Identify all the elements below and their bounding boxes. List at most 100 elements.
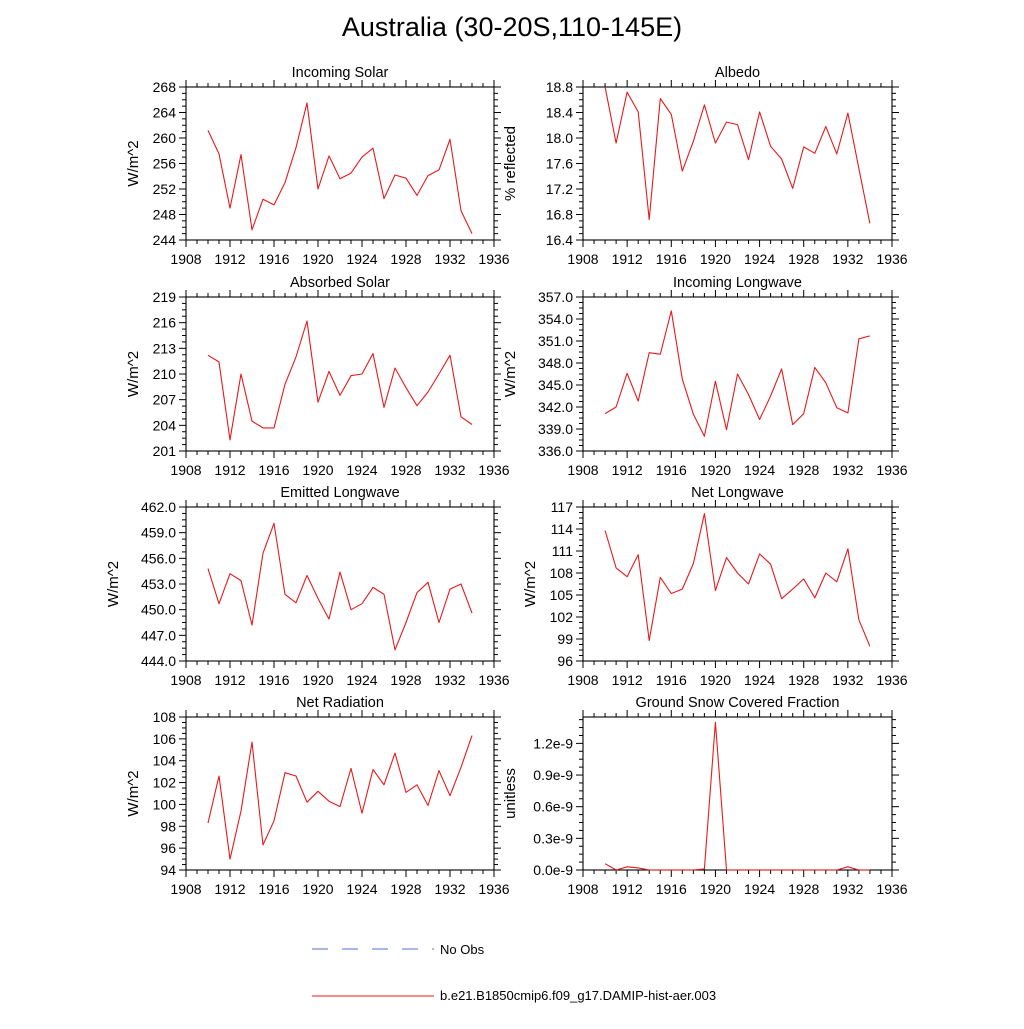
legend-model-label: b.e21.B1850cmip6.f09_g17.DAMIP-hist-aer.…	[440, 988, 716, 1003]
panel-3-y-tick-label: 216	[153, 315, 177, 331]
panel-3-x-tick-label: 1936	[478, 462, 509, 478]
panel-4-series-line	[604, 310, 871, 437]
panel-8-series-line	[604, 721, 870, 871]
panel-1-x-tick-label: 1912	[214, 251, 245, 267]
panel-3-x-tick-label: 1912	[214, 462, 245, 478]
panel-4-y-tick-label: 345.0	[538, 377, 573, 393]
panel-8-y-tick-label: 1.2e-9	[533, 735, 573, 751]
panel-3-x-tick-label: 1916	[258, 462, 289, 478]
panel-5-x-tick-label: 1936	[478, 672, 509, 688]
panel-6-x-tick-label: 1924	[744, 672, 775, 688]
panel-4-x-tick-label: 1912	[612, 462, 643, 478]
panel-2-x-tick-label: 1932	[832, 251, 863, 267]
panel-6-frame	[582, 506, 893, 662]
panel-4-ylabel: W/m^2	[502, 351, 519, 397]
panel-8-title: Ground Snow Covered Fraction	[636, 695, 840, 711]
panel-2-x-tick-label: 1920	[700, 251, 731, 267]
panel-5-x-tick-label: 1916	[258, 672, 289, 688]
panel-5-x-tick-label: 1920	[302, 672, 333, 688]
panel-5-x-tick-label: 1912	[214, 672, 245, 688]
panel-5-x-tick-label: 1908	[170, 672, 201, 688]
panel-1-y-tick-label: 248	[153, 207, 177, 223]
panel-6-y-tick-label: 102	[550, 609, 574, 625]
panel-6-x-tick-label: 1908	[567, 672, 598, 688]
panel-2-y-tick-label: 17.6	[546, 156, 573, 172]
panel-3-y-tick-label: 210	[153, 366, 177, 382]
panel-4-title: Incoming Longwave	[673, 275, 802, 291]
panel-8-x-tick-label: 1908	[567, 881, 598, 897]
panel-1-y-tick-label: 260	[153, 130, 177, 146]
panel-8-frame	[582, 716, 893, 871]
panel-1-x-tick-label: 1936	[478, 251, 509, 267]
panel-5-y-tick-label: 459.0	[141, 525, 176, 541]
panel-7-x-tick-label: 1912	[214, 881, 245, 897]
panel-7-x-tick-label: 1916	[258, 881, 289, 897]
panel-5-x-tick-label: 1932	[434, 672, 465, 688]
panel-8-x-tick-label: 1912	[612, 881, 643, 897]
panel-1-x-tick-label: 1920	[302, 251, 333, 267]
panel-2-y-tick-label: 16.4	[546, 232, 573, 248]
panel-5-series-line	[207, 522, 473, 651]
legend-obs-label: No Obs	[440, 942, 485, 957]
panel-1-x-tick-label: 1916	[258, 251, 289, 267]
panel-1-y-tick-label: 252	[153, 181, 177, 197]
panel-1-x-tick-label: 1908	[170, 251, 201, 267]
panel-5-y-tick-label: 447.0	[141, 627, 176, 643]
panel-2-x-tick-label: 1908	[567, 251, 598, 267]
panel-8-x-tick-label: 1924	[744, 881, 775, 897]
panel-2-x-tick-label: 1928	[788, 251, 819, 267]
panel-4-y-tick-label: 357.0	[538, 289, 573, 305]
panel-7-x-tick-label: 1908	[170, 881, 201, 897]
panel-7-y-tick-label: 108	[153, 709, 177, 725]
panel-1-x-tick-label: 1924	[346, 251, 377, 267]
panel-6-x-tick-label: 1920	[700, 672, 731, 688]
panel-5-y-tick-label: 450.0	[141, 602, 176, 618]
panel-8-ylabel: unitless	[502, 768, 519, 819]
panel-6-ylabel: W/m^2	[522, 561, 539, 607]
panel-3-x-tick-label: 1924	[346, 462, 377, 478]
panel-5-y-tick-label: 444.0	[141, 653, 176, 669]
panel-3-series-line	[207, 320, 473, 441]
panel-8-x-tick-label: 1936	[876, 881, 907, 897]
panel-1-x-tick-label: 1932	[434, 251, 465, 267]
panel-3-x-tick-label: 1920	[302, 462, 333, 478]
panel-1-y-tick-label: 268	[153, 79, 177, 95]
panel-7-ylabel: W/m^2	[125, 770, 142, 816]
panel-2-title: Albedo	[715, 65, 760, 81]
panel-7-series-line	[207, 735, 473, 860]
panel-8-y-tick-label: 0.9e-9	[533, 767, 573, 783]
panel-1-y-tick-label: 256	[153, 156, 177, 172]
panel-8-y-tick-label: 0.6e-9	[533, 799, 573, 815]
panel-7-title: Net Radiation	[296, 695, 384, 711]
panel-4-y-tick-label: 336.0	[538, 443, 573, 459]
panel-8-x-tick-label: 1932	[832, 881, 863, 897]
panel-3-y-tick-label: 207	[153, 392, 177, 408]
panel-5-ylabel: W/m^2	[105, 561, 122, 607]
panel-6-x-tick-label: 1936	[876, 672, 907, 688]
panel-3-y-tick-label: 201	[153, 443, 177, 459]
panel-1-y-tick-label: 244	[153, 232, 177, 248]
panel-6-x-tick-label: 1916	[656, 672, 687, 688]
panel-2-y-tick-label: 16.8	[546, 207, 573, 223]
panel-7-y-tick-label: 96	[160, 840, 176, 856]
panel-4-y-tick-label: 354.0	[538, 311, 573, 327]
panel-1-ylabel: W/m^2	[125, 140, 142, 186]
panel-4-x-tick-label: 1916	[656, 462, 687, 478]
panel-6-y-tick-label: 117	[551, 499, 574, 515]
panel-7-x-tick-label: 1924	[346, 881, 377, 897]
panel-4-y-tick-label: 348.0	[538, 355, 573, 371]
panel-4-x-tick-label: 1936	[876, 462, 907, 478]
panel-7-y-tick-label: 102	[153, 775, 177, 791]
panel-5-y-tick-label: 453.0	[141, 576, 176, 592]
panel-7-x-tick-label: 1920	[302, 881, 333, 897]
panel-6-x-tick-label: 1932	[832, 672, 863, 688]
panel-5-frame	[185, 506, 495, 662]
figure-title: Australia (30-20S,110-145E)	[341, 12, 683, 42]
panel-5-y-tick-label: 462.0	[141, 499, 176, 515]
panel-6-y-tick-label: 114	[551, 521, 574, 537]
panel-5-x-tick-label: 1924	[346, 672, 377, 688]
panel-6-x-tick-label: 1912	[612, 672, 643, 688]
panel-1-y-tick-label: 264	[153, 105, 177, 121]
